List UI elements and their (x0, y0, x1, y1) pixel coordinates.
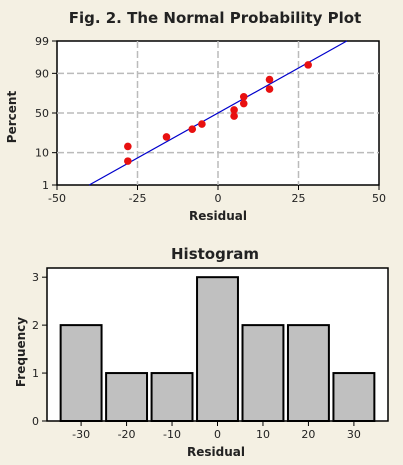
prob-data-point (265, 75, 274, 84)
histogram-y-tick-label: 3 (32, 271, 39, 284)
histogram-x-ticks: -30 -20 -10 0 10 20 30 (72, 421, 361, 441)
histogram-x-tick-label: -30 (72, 428, 90, 441)
histogram-bar (241, 324, 285, 422)
prob-data-point (124, 157, 132, 165)
prob-x-tick-label: -50 (48, 192, 66, 205)
histogram-bar (105, 372, 149, 422)
prob-data-point (198, 120, 206, 128)
histogram-x-tick-label: -10 (163, 428, 181, 441)
histogram-y-tick-label: 2 (32, 319, 39, 332)
prob-plot-x-ticks: -50 -25 0 25 50 (48, 185, 386, 205)
prob-x-tick-label: 0 (215, 192, 222, 205)
prob-data-point (230, 106, 238, 114)
prob-y-tick-label: 1 (42, 179, 49, 192)
histogram-x-tick-label: 20 (301, 428, 315, 441)
prob-plot-title: Fig. 2. The Normal Probability Plot (69, 9, 362, 27)
histogram-bar (286, 324, 330, 422)
prob-y-tick-label: 10 (35, 147, 49, 160)
histogram-x-tick-label: 0 (214, 428, 221, 441)
histogram-y-tick-label: 1 (32, 367, 39, 380)
histogram-y-tick-label: 0 (32, 415, 39, 428)
histogram-y-axis-label: Frequency (14, 317, 28, 387)
histogram-bars (59, 276, 376, 422)
histogram-bar (150, 372, 194, 422)
histogram-x-tick-label: 10 (256, 428, 270, 441)
prob-data-point (239, 99, 248, 108)
prob-x-tick-label: 50 (372, 192, 386, 205)
prob-data-point (124, 142, 132, 151)
prob-x-tick-label: 25 (292, 192, 306, 205)
prob-data-point (265, 85, 274, 93)
prob-y-tick-label: 50 (35, 107, 49, 120)
histogram-bar (332, 372, 376, 422)
prob-y-tick-label: 90 (35, 67, 49, 80)
histogram-title: Histogram (171, 245, 259, 263)
histogram-bar (59, 324, 103, 422)
prob-plot-y-axis-label: Percent (5, 91, 19, 144)
histogram-x-tick-label: -20 (118, 428, 136, 441)
prob-plot-y-ticks: 1 10 50 90 99 (35, 35, 57, 192)
prob-y-tick-label: 99 (35, 35, 49, 48)
histogram-x-axis-label: Residual (187, 445, 245, 459)
prob-plot-fit-line (88, 40, 348, 186)
histogram-bar (196, 276, 239, 422)
prob-plot-points (124, 61, 312, 165)
prob-data-point (188, 125, 197, 134)
histogram-y-ticks: 0 1 2 3 (32, 271, 47, 428)
prob-plot-x-axis-label: Residual (189, 209, 247, 223)
prob-data-point (162, 133, 171, 141)
prob-data-point (304, 61, 312, 69)
prob-x-tick-label: -25 (129, 192, 147, 205)
prob-data-point (239, 92, 248, 101)
prob-data-point (230, 112, 238, 120)
histogram-x-tick-label: 30 (347, 428, 361, 441)
